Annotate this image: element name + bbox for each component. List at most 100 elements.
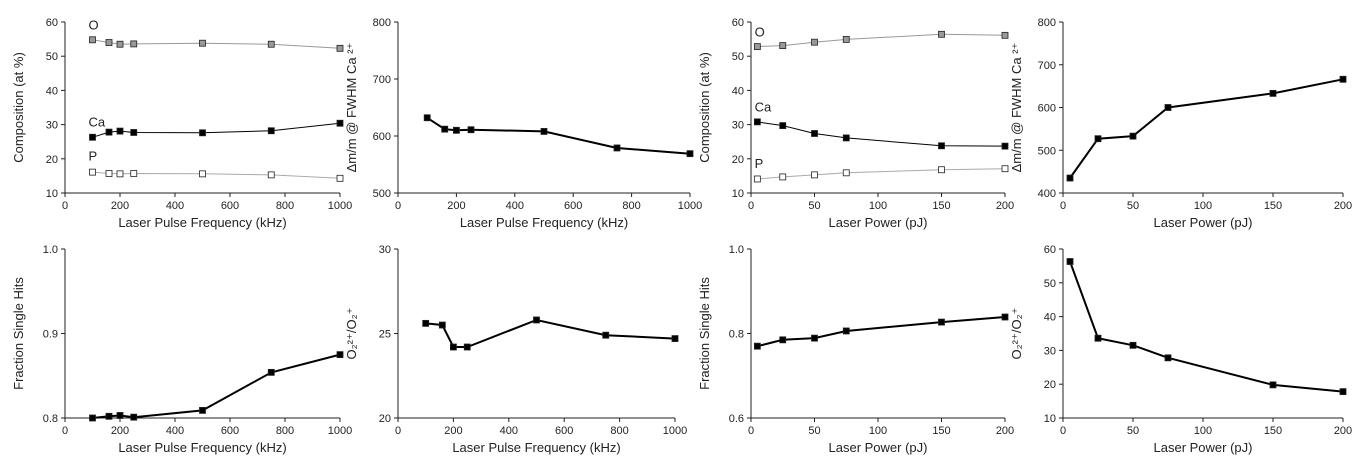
data-point xyxy=(422,319,430,327)
data-point xyxy=(1269,381,1277,389)
x-tick-label: 200 xyxy=(996,200,1014,212)
data-point xyxy=(1339,388,1347,396)
data-point xyxy=(1001,313,1009,321)
data-point xyxy=(199,406,206,414)
x-axis-label: Laser Power (pJ) xyxy=(1154,215,1253,230)
data-point xyxy=(89,168,96,176)
y-tick-label: 30 xyxy=(1044,345,1056,357)
x-tick-label: 50 xyxy=(808,200,820,212)
x-tick-label: 0 xyxy=(1060,425,1066,437)
y-tick-label: 25 xyxy=(379,329,391,341)
series-line xyxy=(92,171,341,179)
x-tick-label: 200 xyxy=(1334,425,1352,437)
x-tick-label: 400 xyxy=(500,425,518,437)
data-point xyxy=(1129,132,1137,140)
x-tick-label: 800 xyxy=(276,425,294,437)
x-tick-label: 600 xyxy=(221,425,239,437)
data-point xyxy=(1094,135,1102,143)
y-tick-label: 10 xyxy=(732,188,744,200)
data-point xyxy=(438,321,446,329)
y-tick-label: 50 xyxy=(46,51,58,63)
data-point xyxy=(753,118,761,126)
data-point xyxy=(842,36,850,43)
chart-panel-8: 10 20 30 40 50 60 0 50 100 150 200 Laser Power (pJ)… xyxy=(1009,244,1352,455)
y-tick-label: 0.8 xyxy=(43,413,58,425)
data-point xyxy=(130,170,138,177)
y-tick-label: 60 xyxy=(46,17,58,29)
chart-panel-7: 0.6 0.8 1.0 0 50 100 150 200 Laser Power (pJ) Fra… xyxy=(697,244,1014,455)
data-point xyxy=(1094,334,1102,342)
y-tick-label: 20 xyxy=(732,154,744,166)
data-point xyxy=(938,30,945,38)
x-tick-label: 400 xyxy=(166,200,184,212)
data-point xyxy=(1066,258,1074,265)
x-tick-label: 100 xyxy=(869,200,887,212)
x-tick-label: 150 xyxy=(932,200,950,212)
series-label: P xyxy=(755,156,764,171)
series-line xyxy=(757,168,1006,180)
data-point xyxy=(467,126,475,134)
data-point xyxy=(1001,165,1009,173)
y-tick-label: 0.9 xyxy=(43,329,58,341)
data-point xyxy=(267,40,275,48)
data-point xyxy=(779,42,787,49)
y-axis-label: Δm/m @ FWHM Ca ²⁺ xyxy=(1009,43,1024,173)
data-point xyxy=(336,44,344,52)
data-point xyxy=(130,413,138,421)
data-point xyxy=(105,128,113,136)
y-tick-label: 700 xyxy=(373,74,391,86)
data-point xyxy=(938,166,945,174)
data-point xyxy=(1269,89,1277,97)
data-point xyxy=(130,40,138,48)
x-tick-label: 800 xyxy=(610,425,628,437)
y-tick-label: 30 xyxy=(379,244,391,256)
data-point xyxy=(613,144,621,152)
x-axis-label: Laser Power (pJ) xyxy=(1154,440,1253,455)
data-point xyxy=(811,334,818,342)
y-tick-label: 800 xyxy=(1038,17,1056,29)
y-tick-label: 0.8 xyxy=(729,329,744,341)
x-tick-label: 200 xyxy=(1334,200,1352,212)
data-point xyxy=(779,122,787,130)
y-tick-label: 20 xyxy=(379,413,391,425)
y-tick-label: 10 xyxy=(1044,413,1056,425)
data-point xyxy=(267,368,275,376)
y-tick-label: 20 xyxy=(46,154,58,166)
series-label: Ca xyxy=(755,100,772,115)
x-tick-label: 600 xyxy=(555,425,573,437)
y-tick-label: 40 xyxy=(46,85,58,97)
x-tick-label: 200 xyxy=(996,425,1014,437)
data-point xyxy=(540,128,548,135)
x-tick-label: 400 xyxy=(506,200,524,212)
data-point xyxy=(199,170,206,178)
y-tick-label: 30 xyxy=(46,120,58,132)
data-point xyxy=(533,316,540,324)
series-line xyxy=(426,116,691,155)
data-point xyxy=(199,129,206,137)
y-tick-label: 500 xyxy=(1038,145,1056,157)
data-point xyxy=(842,134,850,142)
x-tick-label: 1000 xyxy=(663,425,687,437)
data-point xyxy=(753,43,761,51)
y-tick-label: 50 xyxy=(732,51,744,63)
data-point xyxy=(336,351,344,359)
y-axis-label: Δm/m @ FWHM Ca ²⁺ xyxy=(344,43,359,173)
data-point xyxy=(686,150,694,158)
data-point xyxy=(811,171,818,179)
data-point xyxy=(441,125,449,133)
data-point xyxy=(1129,341,1137,349)
y-axis-label: O₂²⁺/O₂⁺ xyxy=(1009,308,1024,360)
x-tick-label: 100 xyxy=(1194,200,1212,212)
chart-panel-5: 0.8 0.9 1.0 0 200 400 600 800 1000 Laser Pulse Fr… xyxy=(11,244,352,455)
y-tick-label: 20 xyxy=(1044,379,1056,391)
y-axis-label: O₂²⁺/O₂⁺ xyxy=(344,308,359,360)
x-tick-label: 50 xyxy=(1127,200,1139,212)
x-tick-label: 600 xyxy=(221,200,239,212)
data-point xyxy=(938,142,945,150)
y-tick-label: 600 xyxy=(1038,103,1056,115)
x-tick-label: 150 xyxy=(1264,425,1282,437)
x-axis-label: Laser Pulse Frequency (kHz) xyxy=(118,215,286,230)
data-point xyxy=(89,133,96,141)
y-tick-label: 40 xyxy=(1044,312,1056,324)
